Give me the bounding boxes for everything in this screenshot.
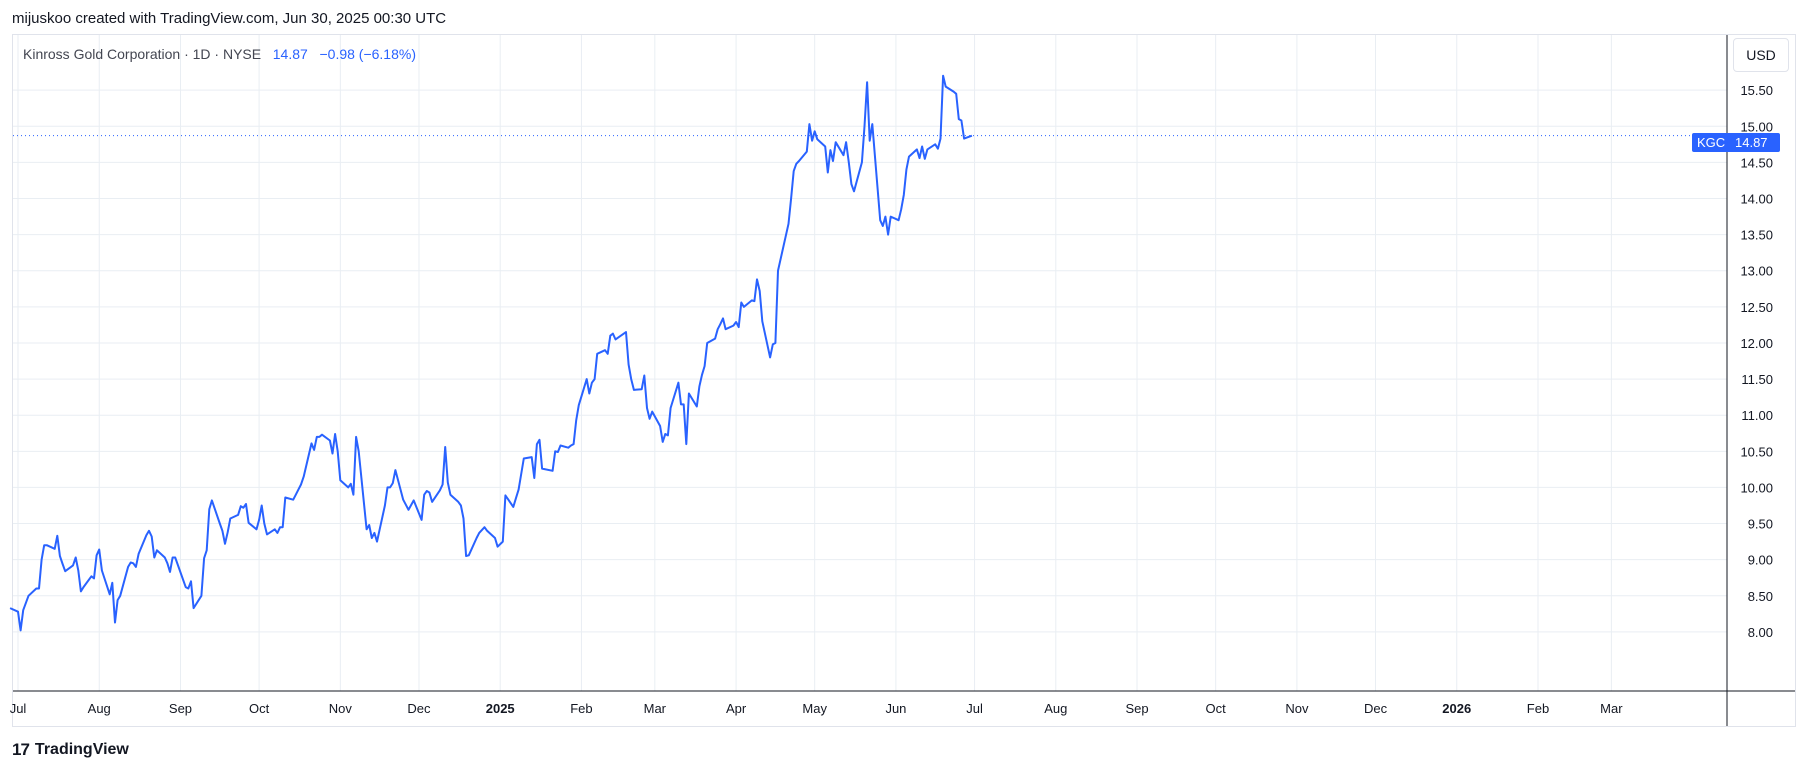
- x-tick-label: Dec: [1364, 701, 1388, 716]
- last-price-value: 14.87: [1735, 135, 1768, 150]
- x-tick-label: Nov: [329, 701, 353, 716]
- currency-button[interactable]: USD: [1733, 38, 1789, 72]
- tradingview-brand[interactable]: 17 TradingView: [12, 740, 129, 760]
- ticker-label: KGC: [1697, 135, 1726, 150]
- x-tick-label: Jul: [10, 701, 27, 716]
- y-tick-label: 13.50: [1740, 228, 1773, 243]
- x-tick-label: Apr: [726, 701, 747, 716]
- y-tick-label: 9.50: [1748, 517, 1773, 532]
- x-tick-label: Nov: [1285, 701, 1309, 716]
- attribution-text: mijuskoo created with TradingView.com, J…: [12, 10, 447, 27]
- x-tick-label: Jun: [885, 701, 906, 716]
- x-tick-label: Dec: [407, 701, 431, 716]
- y-tick-label: 13.00: [1740, 264, 1773, 279]
- x-tick-label: Mar: [644, 701, 667, 716]
- y-tick-label: 12.50: [1740, 300, 1773, 315]
- y-tick-label: 15.50: [1740, 83, 1773, 98]
- tradingview-logo-icon: 17: [12, 740, 30, 759]
- symbol-description: Kinross Gold Corporation · 1D · NYSE: [23, 46, 262, 62]
- x-tick-label: Mar: [1600, 701, 1623, 716]
- x-tick-label: Feb: [1527, 701, 1549, 716]
- legend-price: 14.87: [272, 46, 308, 62]
- y-tick-label: 8.00: [1748, 625, 1773, 640]
- x-tick-label: May: [802, 701, 827, 716]
- chart-pane[interactable]: [12, 34, 1796, 727]
- y-tick-label: 11.00: [1741, 408, 1773, 423]
- y-tick-label: 14.50: [1740, 155, 1773, 170]
- x-tick-label: Aug: [88, 701, 111, 716]
- y-tick-label: 8.50: [1748, 589, 1773, 604]
- y-tick-label: 11.50: [1741, 372, 1773, 387]
- x-tick-label: Jul: [966, 701, 983, 716]
- x-tick-label: 2026: [1442, 701, 1471, 716]
- y-tick-label: 9.00: [1748, 553, 1773, 568]
- brand-name: TradingView: [34, 741, 129, 758]
- x-tick-label: Sep: [169, 701, 192, 716]
- x-tick-label: 2025: [486, 701, 515, 716]
- x-tick-label: Oct: [249, 701, 270, 716]
- price-series-line: [9, 74, 973, 632]
- y-tick-label: 12.00: [1740, 336, 1773, 351]
- legend-change: −0.98 (−6.18%): [319, 46, 416, 62]
- last-price-label: KGC 14.87: [1692, 133, 1780, 152]
- symbol-legend[interactable]: Kinross Gold Corporation · 1D · NYSE 14.…: [23, 46, 416, 62]
- y-tick-label: 10.00: [1740, 480, 1773, 495]
- x-tick-label: Sep: [1125, 701, 1148, 716]
- x-tick-label: Aug: [1044, 701, 1067, 716]
- x-tick-label: Feb: [570, 701, 592, 716]
- y-tick-label: 10.50: [1740, 444, 1773, 459]
- x-tick-label: Oct: [1206, 701, 1227, 716]
- price-axis: 8.00 8.50 9.00 9.50 10.00 10.50 11.00 11.50 12.0…: [1740, 83, 1773, 640]
- time-axis: Jul Aug Sep Oct Nov Dec 2025 Feb Mar Apr May Jun Jul…: [10, 701, 1624, 716]
- y-tick-label: 14.00: [1740, 192, 1773, 207]
- y-tick-label: 15.00: [1740, 119, 1773, 134]
